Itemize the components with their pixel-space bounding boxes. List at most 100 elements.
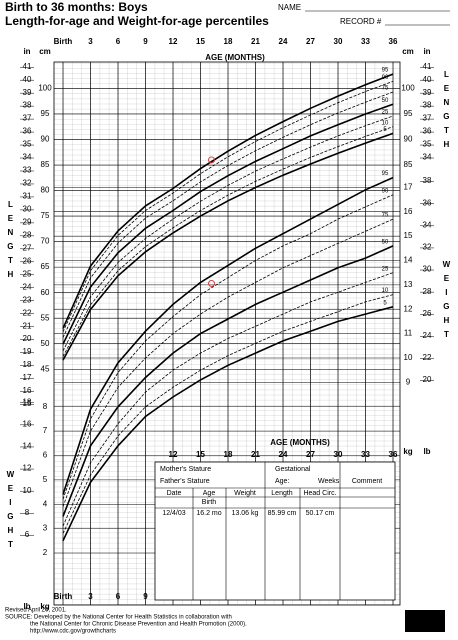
x-tick-label: 30 [334,37,343,46]
y-tick-label: 13 [404,280,413,289]
y-tick-label: 3 [43,524,48,533]
percentile-label: 25 [382,110,389,116]
length-side-label: LENGTH [6,200,15,284]
y-tick-label: 80 [41,186,50,195]
y2-tick-label: 32 [423,243,432,252]
y2-tick-label: 10 [23,486,32,495]
percentile-label: 50 [382,98,389,104]
percentile-line [62,218,394,507]
mothers-stature: Mother's Stature [160,466,211,473]
y2-tick-label: 35 [423,140,432,149]
y2-unit: in [23,47,30,56]
cell: 16.2 mo [196,510,221,517]
y2-tick-label: 38 [423,101,432,110]
birth-label: Birth [202,499,217,506]
y2-unit: lb [423,447,430,456]
x-tick-label: 27 [306,37,315,46]
y2-tick-label: 18 [23,397,32,406]
source: SOURCE: Developed by the National Center… [5,615,232,621]
y2-tick-label: 25 [23,269,32,278]
y2-tick-label: 29 [23,217,32,226]
y2-tick-label: 21 [23,321,32,330]
cell: 13.06 kg [232,510,259,517]
y2-unit: in [423,47,430,56]
length-side-label: LENGTH [442,70,451,154]
col-header: Weight [234,490,256,497]
table-box [154,461,396,601]
x-tick-label: 36 [389,450,398,459]
col-header: Age [203,490,216,497]
weeks-label: Weeks [318,478,340,485]
percentile-line [62,80,394,333]
y-tick-label: 50 [41,339,50,348]
y2-tick-label: 38 [23,101,32,110]
y2-tick-label: 34 [23,153,32,162]
y-tick-label: 14 [404,256,413,265]
y-tick-label: 90 [41,135,50,144]
percentile-label: 95 [382,171,389,177]
percentile-line [62,194,394,500]
cell: 12/4/03 [162,510,185,517]
percentile-label: 95 [382,68,389,74]
y-tick-label: 85 [404,160,413,169]
x-tick-label: 15 [196,450,205,459]
y2-tick-label: 19 [23,347,32,356]
y2-tick-label: 27 [23,243,32,252]
y2-tick-label: 38 [423,176,432,185]
y-tick-label: 12 [404,304,413,313]
y2-tick-label: 36 [423,127,432,136]
y2-tick-label: 33 [23,166,32,175]
x-tick-label: 15 [196,37,205,46]
y-tick-label: 60 [41,288,50,297]
name-label: NAME [278,3,301,12]
age-label: Age: [275,478,289,485]
y-tick-label: 4 [43,499,48,508]
x-tick-label: 12 [169,37,178,46]
gestational: Gestational [275,466,311,473]
y2-tick-label: 17 [23,373,32,382]
y2-tick-label: 20 [23,334,32,343]
record-table: Mother's Stature Father's Stature Gestat… [154,461,396,601]
percentile-label: 90 [382,188,389,194]
y2-tick-label: 31 [23,192,32,201]
y2-tick-label: 6 [25,530,30,539]
percentile-line [62,91,394,338]
weight-side-label: WEIGHT [442,260,451,344]
y2-tick-label: 39 [23,88,32,97]
x-axis-title: AGE (MONTHS) [205,53,265,62]
y2-tick-label: 18 [23,360,32,369]
x-tick-label: 21 [251,450,260,459]
percentile-label: 5 [383,127,387,133]
y-tick-label: 70 [41,237,50,246]
x-tick-label: 12 [169,450,178,459]
revised: Revised April 20, 2001. [5,608,67,614]
percentile-line [62,306,394,542]
y-tick-label: 5 [43,475,48,484]
y-tick-label: 2 [43,548,48,557]
x-tick-label: 27 [306,450,315,459]
y2-tick-label: 22 [23,308,32,317]
y2-tick-label: 41 [23,62,32,71]
x-tick-label: 33 [361,37,370,46]
y-tick-label: 95 [41,109,50,118]
logo [405,610,445,632]
percentile-line [62,103,394,345]
y2-tick-label: 39 [423,88,432,97]
y2-tick-label: 37 [23,114,32,123]
y2-tick-label: 8 [25,508,30,517]
y2-tick-label: 40 [423,75,432,84]
y2-tick-label: 16 [23,419,32,428]
y-tick-label: 85 [41,160,50,169]
x-tick-label: 18 [224,450,233,459]
percentile-line [62,115,394,352]
y2-tick-label: 40 [23,75,32,84]
weight-side-label: WEIGHT [6,470,15,554]
y2-tick-label: 26 [423,309,432,318]
x-tick-label: 30 [334,450,343,459]
col-header: Length [271,490,293,497]
comment-label: Comment [352,478,382,485]
fathers-stature: Father's Stature [160,478,210,485]
y-unit: cm [402,47,414,56]
y2-tick-label: 20 [423,375,432,384]
